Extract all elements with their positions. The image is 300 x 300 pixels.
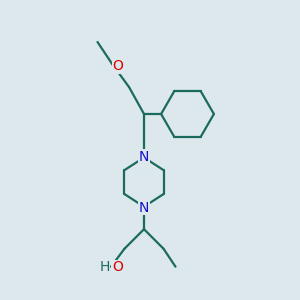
Text: N: N [139, 150, 149, 164]
Text: O: O [112, 260, 123, 274]
Text: N: N [139, 201, 149, 214]
Text: O: O [112, 59, 123, 73]
Text: H: H [99, 260, 110, 274]
